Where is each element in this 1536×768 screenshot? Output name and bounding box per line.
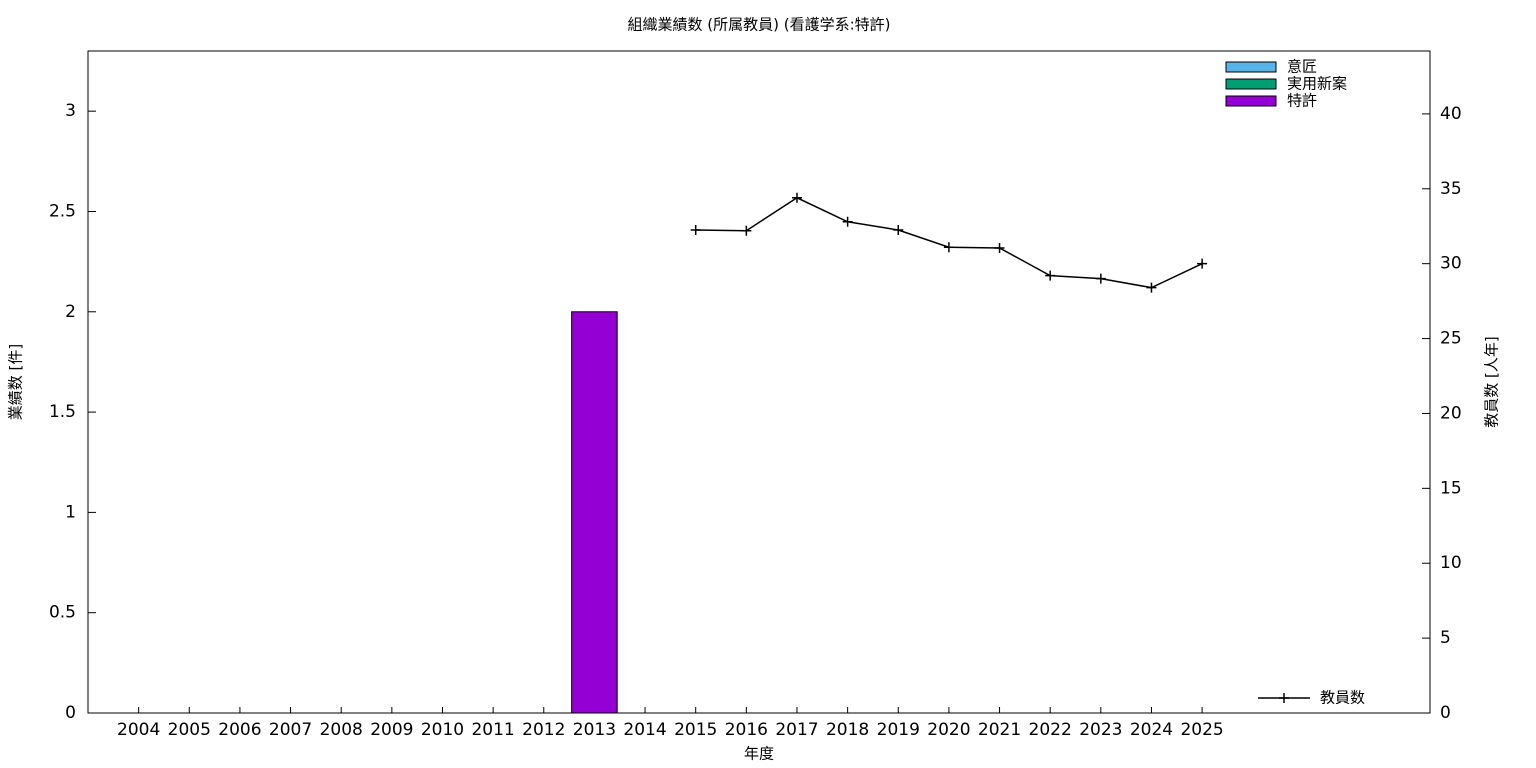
x-tick-label: 2010 (421, 720, 464, 740)
y2-axis-label: 教員数 [人年] (1483, 336, 1501, 427)
y2-tick-label: 0 (1440, 703, 1451, 723)
y-tick-label: 0 (65, 703, 76, 723)
y-tick-label: 1 (65, 502, 76, 522)
point (690, 224, 701, 235)
point (791, 192, 802, 203)
y-tick-label: 2.5 (49, 201, 76, 221)
legend-label: 実用新案 (1287, 75, 1347, 93)
y2-tick-label: 20 (1440, 403, 1462, 423)
legend-label: 教員数 (1320, 689, 1365, 707)
x-tick-label: 2008 (320, 720, 363, 740)
x-tick-label: 2023 (1079, 720, 1122, 740)
x-tick-label: 2021 (978, 720, 1021, 740)
legend-label: 意匠 (1287, 58, 1317, 76)
legend-label: 特許 (1287, 92, 1317, 110)
x-tick-label: 2015 (674, 720, 717, 740)
x-tick-label: 2007 (269, 720, 312, 740)
x-tick-label: 2018 (826, 720, 869, 740)
y2-tick-label: 30 (1440, 254, 1462, 274)
point (1095, 273, 1106, 284)
x-tick-label: 2006 (218, 720, 261, 740)
point (1197, 258, 1208, 269)
point (1146, 282, 1157, 293)
bar (571, 311, 618, 714)
x-tick-label: 2009 (370, 720, 413, 740)
chart-title: 組織業績数 (所属教員) (看護学系:特許) (628, 16, 891, 34)
legend-swatch (1225, 61, 1277, 73)
y2-tick-label: 15 (1440, 478, 1462, 498)
x-tick-label: 2024 (1130, 720, 1173, 740)
x-tick-label: 2012 (522, 720, 565, 740)
y-axis-label: 業績数 [件] (7, 344, 25, 420)
point (1045, 270, 1056, 281)
x-tick-label: 2020 (927, 720, 970, 740)
x-tick-label: 2016 (725, 720, 768, 740)
x-tick-label: 2013 (573, 720, 616, 740)
y2-tick-label: 25 (1440, 329, 1462, 349)
x-tick-label: 2011 (471, 720, 514, 740)
x-tick-label: 2019 (877, 720, 920, 740)
y-tick-label: 0.5 (49, 603, 76, 623)
x-tick-label: 2017 (775, 720, 818, 740)
y2-tick-label: 10 (1440, 553, 1462, 573)
y2-tick-label: 40 (1440, 104, 1462, 124)
plot-frame (87, 50, 1431, 714)
x-tick-label: 2004 (117, 720, 160, 740)
x-tick-label: 2014 (623, 720, 666, 740)
x-axis-label: 年度 (744, 745, 774, 763)
point (842, 216, 853, 227)
y2-tick-label: 5 (1440, 628, 1451, 648)
legend-swatch (1225, 78, 1277, 90)
point (994, 242, 1005, 253)
y-tick-label: 2 (65, 302, 76, 322)
point (893, 224, 904, 235)
x-tick-label: 2025 (1180, 720, 1223, 740)
y-tick-label: 1.5 (49, 402, 76, 422)
point (943, 242, 954, 253)
x-tick-label: 2005 (168, 720, 211, 740)
y-tick-label: 3 (65, 101, 76, 121)
x-tick-label: 2022 (1029, 720, 1072, 740)
legend-point (1279, 693, 1289, 703)
point (741, 225, 752, 236)
y2-tick-label: 35 (1440, 179, 1462, 199)
legend-swatch (1225, 95, 1277, 107)
